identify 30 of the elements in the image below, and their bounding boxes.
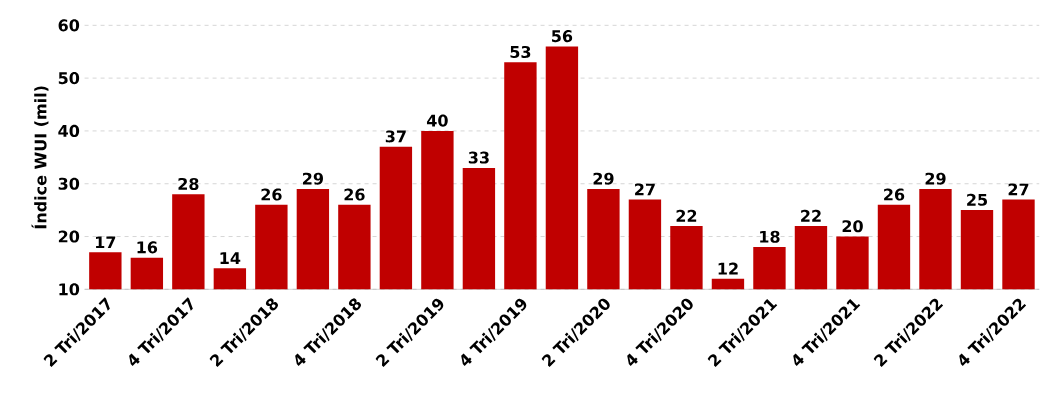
y-tick-label: 20 [58, 230, 80, 243]
data-label: 53 [510, 45, 531, 59]
data-label: 25 [967, 193, 987, 206]
data-label: 28 [178, 177, 199, 191]
data-label: 20 [842, 220, 863, 233]
data-label: 27 [1008, 183, 1029, 196]
data-label: 22 [676, 209, 697, 222]
data-label: 27 [635, 183, 655, 196]
data-label: 29 [925, 172, 946, 185]
data-label: 17 [96, 236, 116, 249]
y-axis-title: Índice WUI (mil) [31, 86, 49, 229]
data-label: 14 [220, 252, 241, 264]
y-tick-label: 30 [58, 177, 80, 190]
data-label: 12 [718, 262, 738, 275]
y-tick-label: 60 [58, 19, 80, 32]
data-label: 56 [552, 30, 573, 43]
data-label: 29 [303, 172, 323, 185]
data-label: 26 [344, 188, 365, 201]
data-label: 16 [137, 241, 158, 254]
data-label: 33 [468, 151, 489, 164]
y-tick-label: 40 [58, 124, 80, 137]
data-label: 37 [385, 130, 406, 143]
data-label: 22 [801, 209, 821, 222]
data-label: 26 [884, 188, 905, 201]
data-label: 18 [760, 230, 780, 243]
data-label: 40 [426, 114, 448, 127]
y-tick-label: 10 [59, 283, 80, 296]
y-tick-label: 50 [58, 72, 80, 85]
data-label: 29 [593, 172, 614, 185]
data-label: 26 [261, 188, 282, 201]
